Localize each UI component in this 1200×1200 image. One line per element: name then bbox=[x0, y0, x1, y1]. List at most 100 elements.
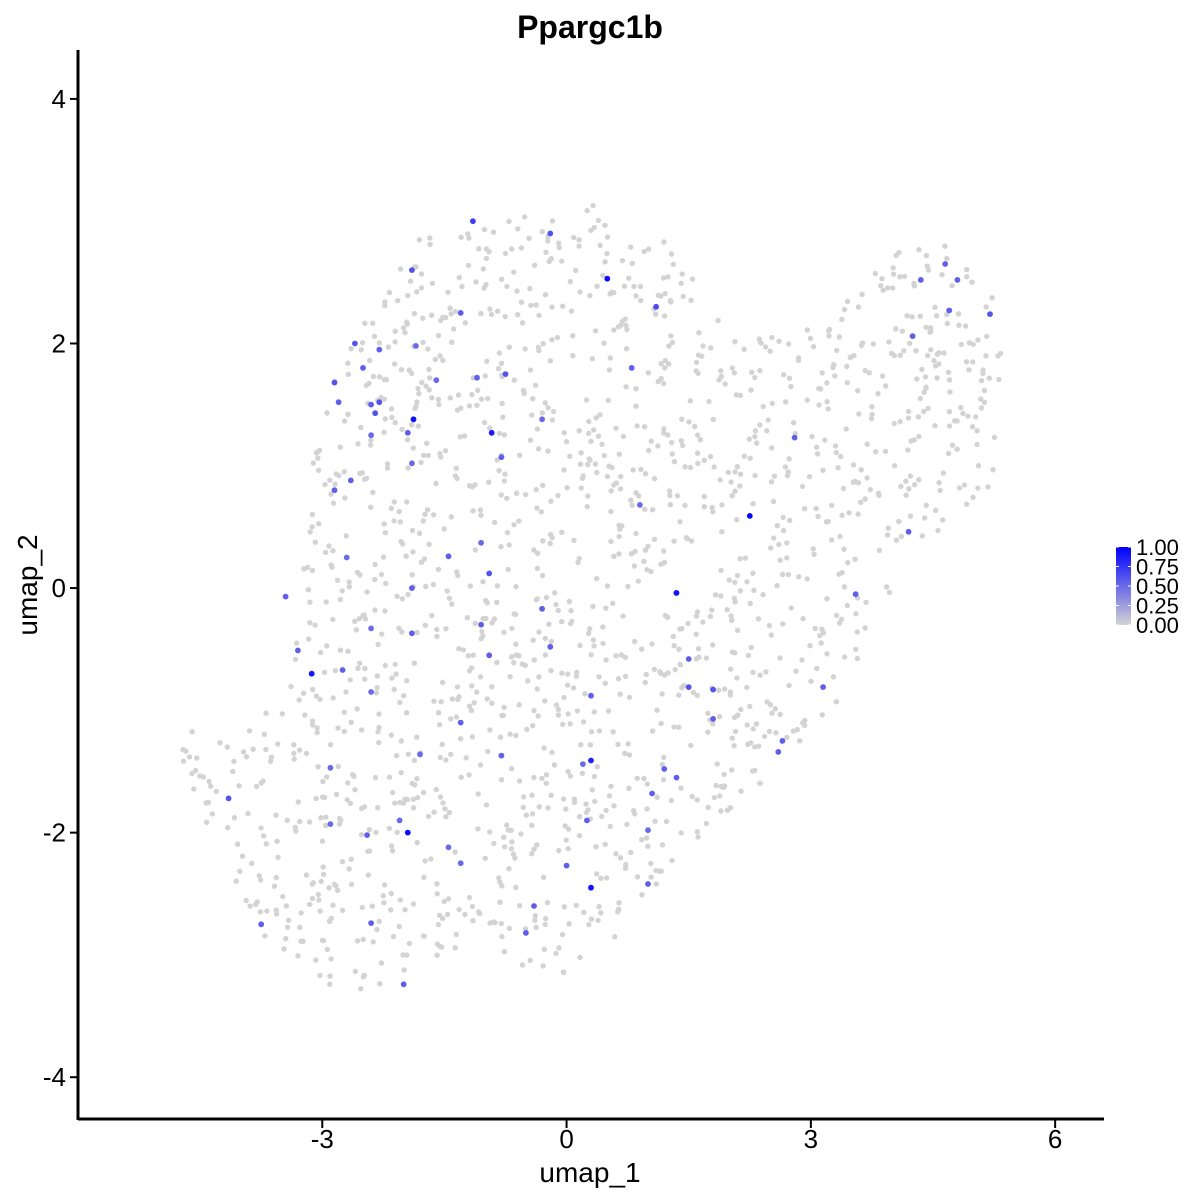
background-cell-point bbox=[381, 900, 387, 906]
expressing-cell-point bbox=[710, 716, 716, 722]
background-cell-point bbox=[393, 752, 400, 759]
background-cell-point bbox=[617, 526, 623, 532]
background-cell-point bbox=[585, 630, 592, 637]
background-cell-point bbox=[653, 311, 659, 317]
background-cell-point bbox=[398, 367, 405, 373]
background-cell-point bbox=[594, 871, 600, 877]
background-cell-point bbox=[498, 276, 505, 282]
background-cell-point bbox=[616, 551, 622, 557]
background-cell-point bbox=[376, 739, 382, 746]
background-cell-point bbox=[604, 234, 611, 240]
background-cell-point bbox=[440, 357, 446, 364]
background-cell-point bbox=[710, 509, 716, 515]
background-cell-point bbox=[240, 749, 247, 755]
background-cell-point bbox=[732, 339, 738, 345]
background-cell-point bbox=[531, 707, 537, 714]
background-cell-point bbox=[764, 699, 770, 705]
background-cell-point bbox=[757, 422, 763, 428]
expressing-cell-point bbox=[917, 277, 924, 283]
background-cell-point bbox=[676, 646, 682, 652]
background-cell-point bbox=[527, 437, 534, 443]
background-cell-point bbox=[477, 674, 484, 680]
background-cell-point bbox=[544, 899, 551, 906]
background-cell-point bbox=[424, 507, 431, 513]
background-cell-point bbox=[851, 352, 857, 359]
background-cell-point bbox=[925, 352, 931, 359]
background-cell-point bbox=[341, 469, 347, 475]
expressing-cell-point bbox=[942, 261, 949, 267]
background-cell-point bbox=[355, 665, 361, 671]
background-cell-point bbox=[386, 774, 393, 780]
background-cell-point bbox=[376, 374, 383, 380]
background-cell-point bbox=[661, 559, 668, 566]
background-cell-point bbox=[868, 416, 875, 422]
background-cell-point bbox=[548, 792, 554, 798]
background-cell-point bbox=[335, 725, 341, 731]
background-cell-point bbox=[737, 556, 743, 562]
background-cell-point bbox=[445, 289, 451, 295]
background-cell-point bbox=[446, 595, 453, 601]
background-cell-point bbox=[570, 333, 576, 339]
background-cell-point bbox=[921, 408, 927, 415]
background-cell-point bbox=[484, 696, 490, 702]
background-cell-point bbox=[864, 441, 870, 447]
background-cell-point bbox=[442, 448, 449, 454]
background-cell-point bbox=[318, 878, 324, 885]
background-cell-point bbox=[665, 274, 671, 280]
background-cell-point bbox=[697, 437, 704, 443]
background-cell-point bbox=[608, 488, 614, 494]
background-cell-point bbox=[841, 306, 848, 313]
background-cell-point bbox=[661, 239, 667, 245]
background-cell-point bbox=[376, 724, 382, 731]
background-cell-point bbox=[855, 480, 862, 486]
background-cell-point bbox=[279, 711, 285, 717]
background-cell-point bbox=[944, 255, 950, 262]
background-cell-point bbox=[403, 553, 409, 559]
background-cell-point bbox=[429, 395, 435, 401]
background-cell-point bbox=[661, 426, 667, 432]
background-cell-point bbox=[236, 783, 242, 789]
background-cell-point bbox=[784, 555, 790, 561]
background-cell-point bbox=[653, 867, 659, 874]
background-cell-point bbox=[567, 773, 574, 779]
background-cell-point bbox=[442, 314, 449, 321]
background-cell-point bbox=[686, 419, 692, 425]
background-cell-point bbox=[556, 847, 562, 854]
background-cell-point bbox=[897, 274, 903, 280]
background-cell-point bbox=[348, 856, 354, 862]
background-cell-point bbox=[706, 398, 712, 405]
background-cell-point bbox=[623, 322, 629, 329]
background-cell-layer bbox=[180, 202, 1004, 992]
background-cell-point bbox=[641, 248, 647, 255]
background-cell-point bbox=[639, 646, 645, 652]
background-cell-point bbox=[399, 629, 405, 635]
background-cell-point bbox=[422, 511, 428, 518]
background-cell-point bbox=[516, 903, 523, 909]
background-cell-point bbox=[643, 671, 649, 678]
background-cell-point bbox=[595, 433, 602, 439]
expressing-cell-point bbox=[478, 621, 484, 628]
background-cell-point bbox=[820, 467, 826, 473]
background-cell-point bbox=[309, 895, 316, 902]
expressing-cell-point bbox=[368, 401, 374, 408]
background-cell-point bbox=[532, 917, 538, 923]
background-cell-point bbox=[449, 696, 455, 702]
background-cell-point bbox=[296, 697, 302, 703]
background-cell-point bbox=[391, 499, 397, 505]
background-cell-point bbox=[718, 368, 724, 374]
background-cell-point bbox=[490, 229, 497, 235]
background-cell-point bbox=[983, 304, 989, 310]
background-cell-point bbox=[414, 839, 420, 846]
background-cell-point bbox=[559, 931, 566, 938]
background-cell-point bbox=[964, 266, 970, 273]
background-cell-point bbox=[482, 373, 488, 379]
background-cell-point bbox=[771, 535, 777, 541]
background-cell-point bbox=[804, 576, 810, 582]
background-cell-point bbox=[615, 676, 622, 682]
expressing-cell-point bbox=[673, 590, 680, 596]
background-cell-point bbox=[722, 686, 728, 692]
background-cell-point bbox=[529, 851, 535, 857]
background-cell-point bbox=[661, 313, 668, 319]
background-cell-point bbox=[549, 337, 555, 343]
background-cell-point bbox=[777, 557, 783, 563]
